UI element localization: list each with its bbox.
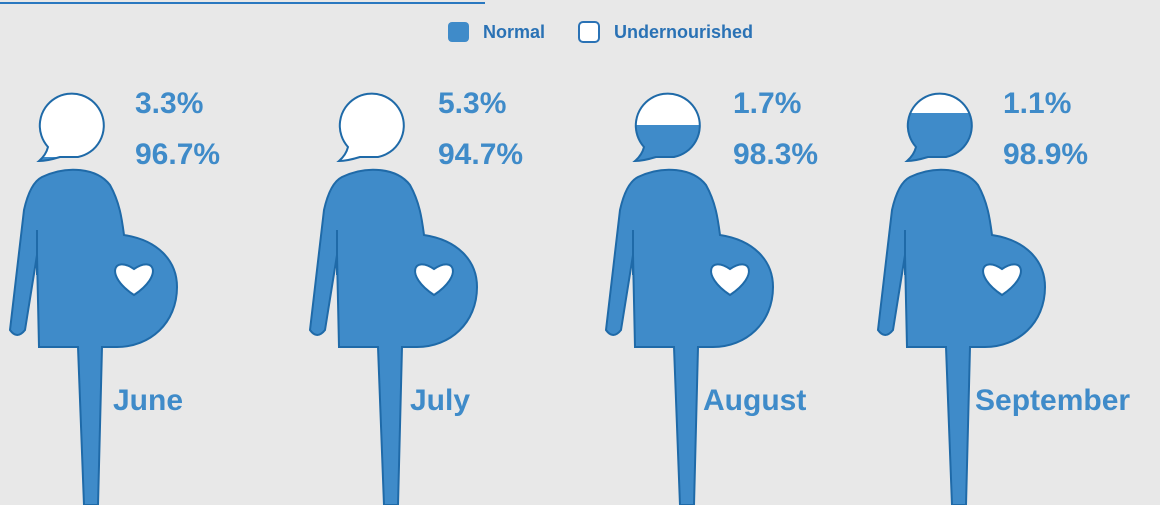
legend-swatch	[448, 22, 469, 42]
normal-label: 96.7%	[135, 138, 220, 171]
undernourished-label: 5.3%	[438, 87, 506, 120]
normal-label: 98.9%	[1003, 138, 1088, 171]
undernourished-label: 1.1%	[1003, 87, 1071, 120]
legend-swatch	[579, 22, 599, 42]
category-label: July	[410, 384, 470, 417]
page: Normal Undernourished 3.3% 96.7% June 5.3% 9…	[0, 0, 1160, 505]
undernourished-label: 1.7%	[733, 87, 801, 120]
category-label: September	[975, 384, 1130, 417]
normal-label: 94.7%	[438, 138, 523, 171]
category-label: June	[113, 384, 183, 417]
chart: Normal Undernourished 3.3% 96.7% June 5.3% 9…	[0, 0, 1160, 505]
legend-label: Undernourished	[614, 22, 753, 42]
legend-label: Normal	[483, 22, 545, 42]
category-label: August	[703, 384, 806, 417]
undernourished-label: 3.3%	[135, 87, 203, 120]
normal-label: 98.3%	[733, 138, 818, 171]
